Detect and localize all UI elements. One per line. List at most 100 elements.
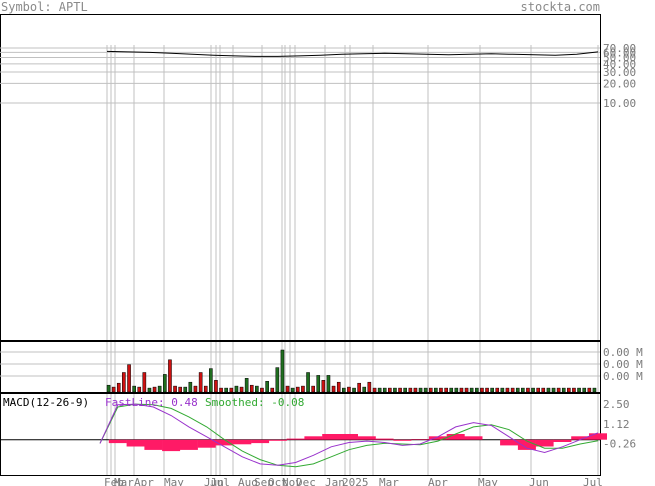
macd-histogram-bar xyxy=(126,439,145,447)
volume-bar xyxy=(546,387,551,393)
price-tick-label: 70.00 xyxy=(603,42,636,55)
volume-bar xyxy=(592,387,597,393)
volume-bar xyxy=(561,387,566,393)
volume-bar xyxy=(255,385,259,393)
volume-bar xyxy=(342,387,346,393)
price-tick-label: 40.00 xyxy=(603,58,636,71)
volume-bar xyxy=(265,381,269,393)
volume-bar xyxy=(567,387,571,393)
volume-bar xyxy=(260,387,264,393)
macd-histogram-bar xyxy=(340,434,358,440)
volume-bar xyxy=(111,386,116,393)
x-tick-label: Aug xyxy=(238,476,258,486)
volume-bar xyxy=(234,385,239,393)
volume-bar xyxy=(357,382,361,393)
volume-bar xyxy=(157,385,162,393)
volume-tick-label: 0.00 M xyxy=(603,358,643,371)
x-tick-label: Dec xyxy=(296,476,316,486)
volume-bar xyxy=(454,387,459,393)
site-link[interactable]: stockta.com xyxy=(520,0,600,14)
volume-bar xyxy=(439,387,443,393)
volume-bar xyxy=(413,387,418,393)
volume-bar xyxy=(183,386,188,393)
x-tick-label: Jun xyxy=(529,476,549,486)
volume-bar xyxy=(295,386,300,393)
macd-histogram-bar xyxy=(162,439,181,452)
price-tick-label: 50.00 xyxy=(603,52,636,65)
volume-bar xyxy=(367,381,372,393)
macd-histogram-bar xyxy=(179,439,198,450)
volume-bar xyxy=(393,387,397,393)
volume-bar xyxy=(587,387,592,393)
macd-histogram-bar xyxy=(108,439,127,444)
price-line xyxy=(106,50,599,57)
volume-bar xyxy=(173,385,177,393)
volume-bar xyxy=(326,375,331,393)
macd-histogram-bar xyxy=(144,439,163,450)
macd-histogram-bar xyxy=(553,439,572,442)
volume-bar xyxy=(249,384,254,393)
volume-bar xyxy=(469,387,474,393)
volume-bar xyxy=(163,374,167,393)
volume-bar xyxy=(536,387,540,393)
macd-histogram-bar xyxy=(464,436,483,440)
macd-histogram-bar xyxy=(286,438,305,440)
volume-bar xyxy=(219,387,223,393)
macd-histogram-bar xyxy=(446,434,465,440)
x-tick-label: 2025 xyxy=(342,476,369,486)
macd-fastline-label: FastLine: 0.48 xyxy=(105,396,198,409)
volume-bar xyxy=(270,387,275,393)
volume-bar xyxy=(203,385,208,393)
macd-smoothed-label: Smoothed: -0.08 xyxy=(205,396,304,409)
price-tick-label: 10.00 xyxy=(603,97,636,110)
x-tick-label: Sep xyxy=(254,476,274,486)
macd-histogram-bar xyxy=(393,439,412,441)
volume-bar xyxy=(572,387,576,393)
volume-bar xyxy=(301,385,305,393)
volume-bar xyxy=(459,387,464,393)
volume-bar xyxy=(434,387,438,393)
price-frame xyxy=(0,14,601,341)
volume-bar xyxy=(352,387,356,393)
volume-bar xyxy=(388,387,392,393)
macd-histogram-bar xyxy=(517,439,536,450)
volume-bar xyxy=(147,387,152,393)
x-tick-label: May xyxy=(478,476,498,486)
x-tick-label: May xyxy=(164,476,184,486)
volume-bar xyxy=(239,386,244,393)
macd-histogram-bar xyxy=(233,439,252,445)
macd-histogram-bar xyxy=(411,439,430,440)
x-tick-label: Jul xyxy=(583,476,603,486)
macd-histogram-bar xyxy=(322,434,341,440)
volume-bar xyxy=(408,387,413,393)
x-tick-label: Nov xyxy=(282,476,302,486)
macd-label: MACD(12-26-9) xyxy=(3,396,89,409)
volume-bar xyxy=(541,387,546,393)
volume-bar xyxy=(377,387,382,393)
volume-bar xyxy=(285,385,290,393)
volume-bar xyxy=(382,387,387,393)
volume-bar xyxy=(198,372,203,393)
volume-bar xyxy=(290,387,295,393)
x-tick-label: Apr xyxy=(134,476,154,486)
volume-bar xyxy=(244,378,249,393)
volume-bar xyxy=(168,359,172,393)
price-tick-label: 60.00 xyxy=(603,46,636,59)
volume-bar xyxy=(485,387,489,393)
macd-histogram-bar xyxy=(215,439,234,446)
macd-histogram-bar xyxy=(357,436,376,440)
volume-frame xyxy=(0,341,601,393)
volume-bar xyxy=(475,387,479,393)
macd-histogram-bar xyxy=(535,439,554,447)
volume-bar xyxy=(214,380,218,393)
macd-histogram-bar xyxy=(268,439,287,441)
volume-bar xyxy=(127,364,131,393)
macd-tick-label: -0.26 xyxy=(603,437,636,450)
volume-bar xyxy=(480,387,484,393)
volume-bar xyxy=(116,382,121,393)
volume-bar xyxy=(495,387,500,393)
volume-bar xyxy=(178,386,182,393)
